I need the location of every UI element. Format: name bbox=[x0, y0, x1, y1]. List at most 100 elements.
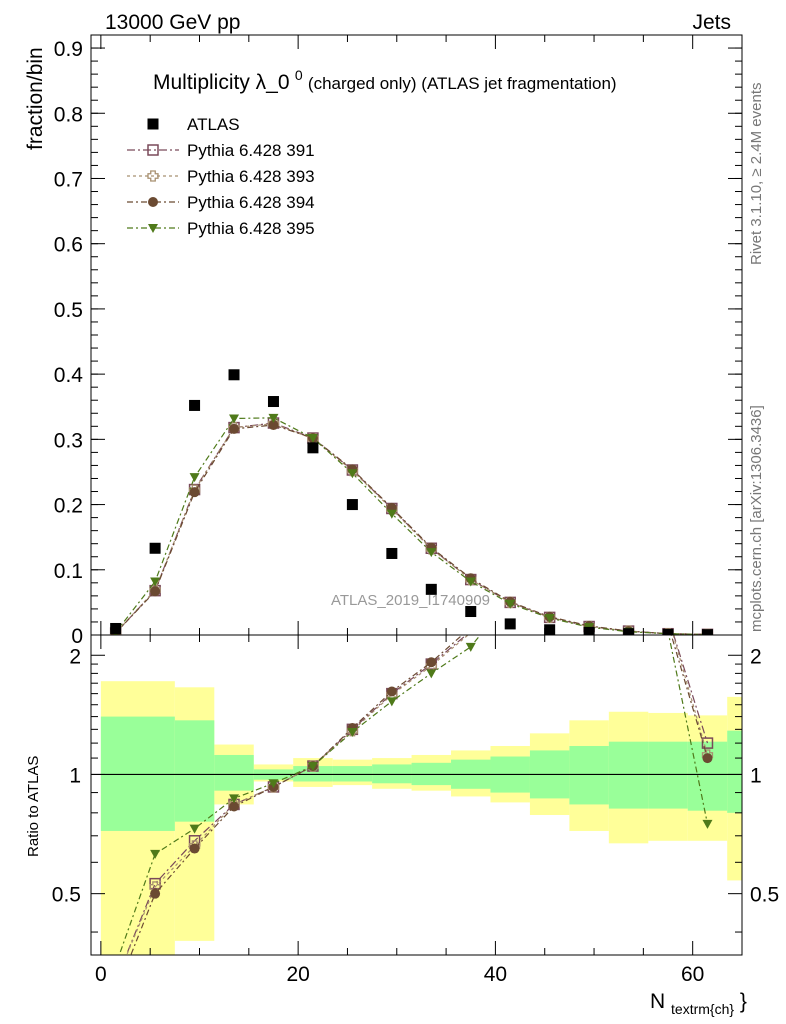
data-point bbox=[149, 542, 161, 554]
ratio-stat-band bbox=[332, 766, 373, 782]
x-tick-label: 60 bbox=[681, 963, 704, 986]
mcplots-label: mcplots.cern.ch [arXiv:1306.3436] bbox=[748, 405, 765, 632]
rivet-label: Rivet 3.1.10, ≥ 2.4M events bbox=[748, 83, 765, 266]
data-point bbox=[583, 626, 595, 635]
main-data-marks bbox=[109, 369, 714, 635]
series-point bbox=[189, 487, 200, 498]
ratio-series-point bbox=[426, 657, 437, 668]
ratio-series-point bbox=[702, 753, 713, 764]
x-tick-label: 40 bbox=[484, 963, 507, 986]
analysis-watermark: ATLAS_2019_I1740909 bbox=[331, 592, 490, 609]
ratio-y-tick-label: 2 bbox=[69, 645, 81, 668]
legend-marker bbox=[148, 197, 158, 207]
y-tick-label: 0.9 bbox=[54, 38, 83, 61]
series-point bbox=[268, 413, 279, 423]
x-axis-label: N textrm{ch} } bbox=[650, 990, 747, 1019]
ratio-frame bbox=[90, 634, 743, 956]
y-tick-label: 0 bbox=[71, 625, 83, 648]
series-point bbox=[544, 614, 555, 624]
ratio-series-point bbox=[229, 794, 240, 804]
ratio-stat-band bbox=[569, 745, 609, 805]
ratio-y-axis-label: Ratio to ATLAS bbox=[25, 756, 42, 857]
legend-label-atlas: ATLAS bbox=[187, 115, 240, 134]
data-point bbox=[425, 583, 437, 595]
ratio-y-tick-label: 1 bbox=[69, 764, 81, 787]
data-point bbox=[662, 628, 674, 635]
y-tick-label: 0.2 bbox=[54, 495, 83, 518]
chart-title-main: Multiplicity λ_0 bbox=[153, 71, 290, 94]
data-point bbox=[623, 628, 635, 635]
series-point bbox=[189, 473, 200, 483]
series-point bbox=[229, 414, 240, 424]
data-point bbox=[110, 622, 122, 634]
axes: 00.10.20.30.40.50.60.70.80.90.5 0.51 12 20 2… bbox=[52, 34, 779, 986]
ratio-series-point bbox=[426, 669, 437, 679]
series-point bbox=[307, 434, 318, 444]
series-point bbox=[386, 509, 397, 519]
series-point bbox=[347, 469, 358, 479]
ratio-series-point bbox=[347, 728, 358, 738]
process-label: Jets bbox=[692, 11, 731, 34]
ratio-series-point bbox=[465, 642, 476, 652]
ratio-stat-band bbox=[174, 720, 215, 822]
legend-label: Pythia 6.428 393 bbox=[187, 167, 315, 186]
y-axis-label: fraction/bin bbox=[24, 47, 47, 150]
ratio-y-tick-label-right: 1 bbox=[750, 764, 762, 787]
data-point bbox=[346, 499, 358, 511]
ratio-series-line bbox=[125, 635, 709, 955]
x-axis-label-subscript: textrm{ch} bbox=[671, 1001, 734, 1017]
ratio-stat-band bbox=[648, 741, 688, 809]
legend-label: Pythia 6.428 395 bbox=[187, 219, 315, 238]
ratio-stat-band bbox=[608, 741, 649, 809]
x-axis-label-close: } bbox=[740, 990, 747, 1013]
series-point bbox=[426, 548, 437, 558]
data-point bbox=[504, 618, 516, 630]
series-point bbox=[150, 586, 161, 597]
ratio-series-point bbox=[150, 849, 161, 859]
y-tick-label: 0.1 bbox=[54, 560, 83, 583]
legend-label: Pythia 6.428 394 bbox=[187, 193, 315, 212]
ratio-series-point bbox=[229, 801, 240, 812]
y-tick-label: 0.7 bbox=[54, 168, 83, 191]
legend: ATLAS Pythia 6.428 391 Pythia 6.428 393 Pyt… bbox=[127, 115, 315, 238]
series-point bbox=[229, 423, 240, 434]
chart-title: Multiplicity λ_0 0 (charged only) (ATLAS… bbox=[153, 64, 617, 94]
ratio-series-point bbox=[149, 877, 161, 890]
data-point bbox=[267, 396, 279, 408]
legend-marker bbox=[148, 224, 158, 233]
series-point bbox=[465, 577, 476, 587]
ratio-y-tick-label-right: 2 bbox=[750, 645, 762, 668]
ratio-series-point bbox=[189, 843, 200, 854]
chart-title-superscript: 0 bbox=[295, 67, 303, 83]
chart-title-suffix: (charged only) (ATLAS jet fragmentation) bbox=[308, 74, 617, 93]
ratio-series-line bbox=[126, 635, 709, 955]
y-tick-label: 0.8 bbox=[54, 103, 83, 126]
ratio-stat-band bbox=[214, 754, 254, 791]
data-point bbox=[228, 369, 240, 381]
energy-label: 13000 GeV pp bbox=[105, 11, 240, 34]
legend-marker bbox=[147, 144, 159, 156]
series-point bbox=[505, 599, 516, 609]
data-point bbox=[465, 606, 477, 618]
legend-marker bbox=[147, 170, 159, 182]
x-axis-label-main: N bbox=[650, 990, 665, 1013]
ratio-plot-area bbox=[91, 681, 742, 955]
ratio-series-point bbox=[702, 819, 713, 829]
data-point bbox=[701, 629, 713, 635]
y-tick-label: 0.3 bbox=[54, 429, 83, 452]
x-tick-label: 0 bbox=[95, 963, 107, 986]
ratio-y-tick-label: 0.5 bbox=[52, 884, 81, 907]
y-tick-label: 0.6 bbox=[54, 234, 83, 257]
series-point bbox=[268, 420, 279, 430]
ratio-y-tick-label-right: 0.5 bbox=[750, 884, 779, 907]
ratio-series-point bbox=[268, 779, 279, 789]
data-point bbox=[386, 547, 398, 559]
ratio-stat-band bbox=[687, 741, 728, 811]
legend-label: Pythia 6.428 391 bbox=[187, 141, 315, 160]
ratio-series-point bbox=[386, 697, 397, 707]
series-line bbox=[115, 417, 708, 635]
ratio-series-point bbox=[189, 824, 200, 834]
series-line bbox=[115, 424, 708, 635]
ratio-series-point bbox=[386, 686, 397, 697]
